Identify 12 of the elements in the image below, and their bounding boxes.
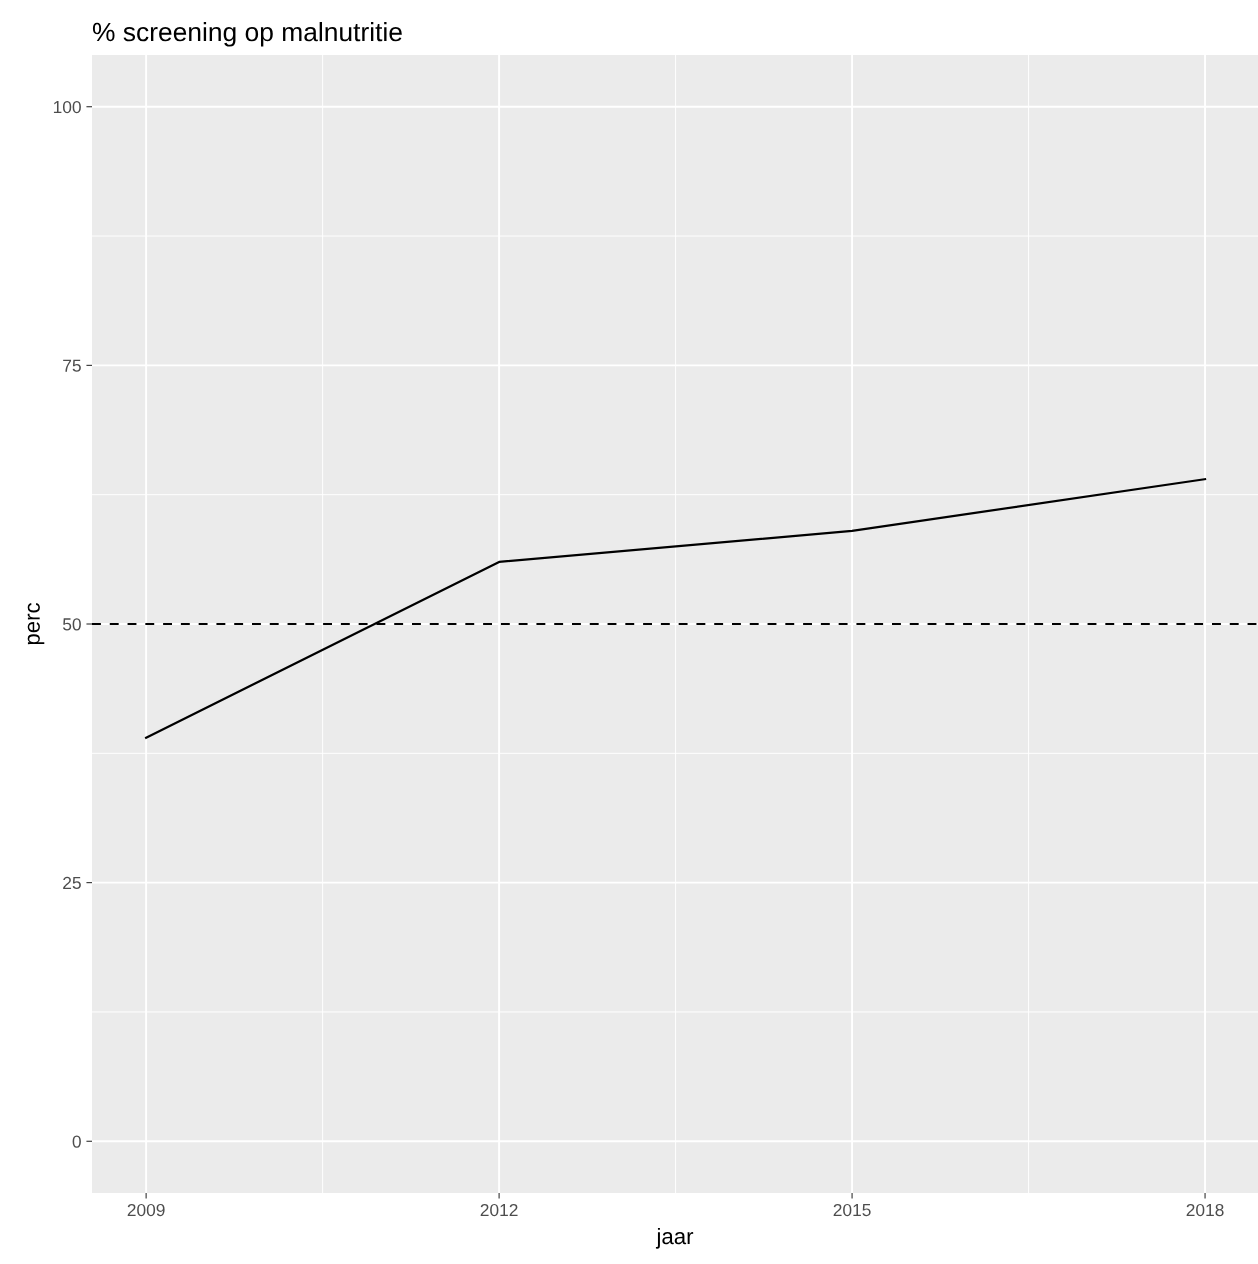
y-tick-label: 75 [63,359,81,372]
x-tick-label: 2018 [1186,1203,1224,1217]
chart-title: % screening op malnutritie [92,21,402,47]
x-axis-title: jaar [655,1227,694,1249]
x-tick-label: 2009 [127,1203,165,1217]
x-tick-label: 2012 [480,1203,518,1217]
y-tick-label: 25 [63,876,81,890]
x-tick-label: 2015 [833,1203,871,1217]
y-tick-label: 0 [72,1135,81,1148]
y-tick-label: 100 [53,100,81,114]
y-tick-label: 50 [62,618,81,631]
y-axis-title: perc [27,602,45,645]
